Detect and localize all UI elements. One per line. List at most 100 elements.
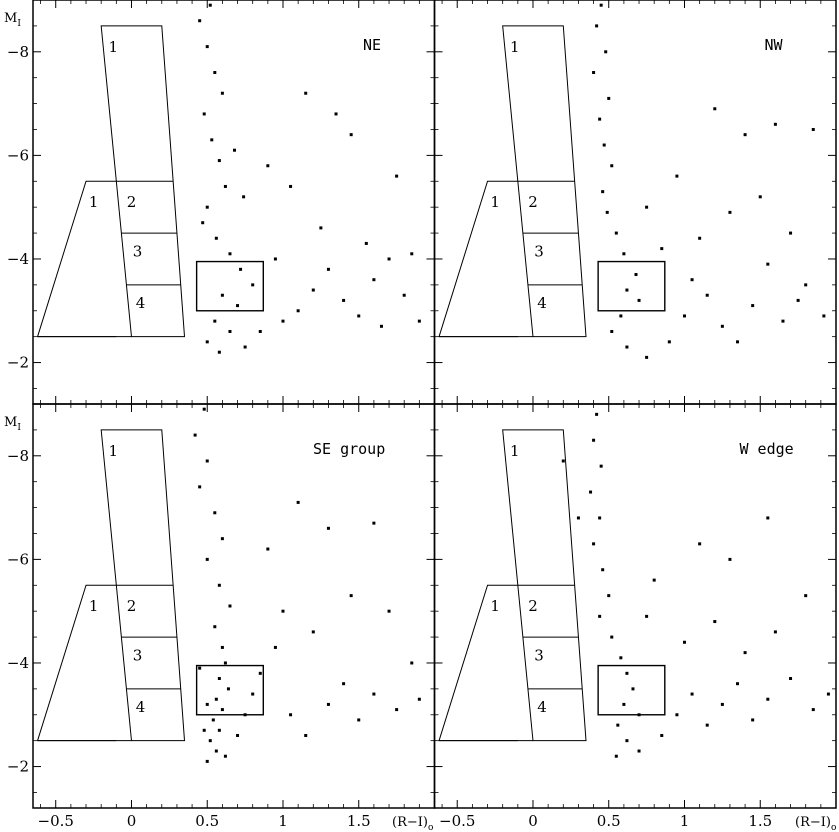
data-point [675, 713, 679, 717]
data-point [592, 542, 596, 546]
data-point [758, 195, 762, 199]
data-point [773, 122, 777, 126]
x-tick-label: 0.5 [195, 812, 219, 830]
data-point [202, 112, 206, 116]
data-point [614, 231, 618, 235]
data-point [251, 283, 255, 287]
data-point [214, 749, 218, 753]
data-point [211, 718, 215, 722]
x-tick-label: 1 [680, 812, 690, 830]
data-point [304, 733, 308, 737]
data-point [705, 293, 709, 297]
data-point [631, 687, 635, 691]
data-point [625, 671, 629, 675]
data-point [728, 557, 732, 561]
data-point [326, 267, 330, 271]
data-point [602, 143, 606, 147]
data-point [410, 661, 414, 665]
region-label-4: 4 [136, 698, 146, 716]
data-point [610, 329, 614, 333]
data-point [811, 708, 815, 712]
data-point [236, 733, 240, 737]
data-point [342, 298, 346, 302]
data-point [682, 640, 686, 644]
data-point [202, 407, 206, 411]
y-tick-label: −4 [7, 654, 29, 672]
region-label-1-left: 1 [490, 193, 500, 211]
region-label-3: 3 [133, 242, 143, 260]
data-point [605, 210, 609, 214]
region-label-1: 1 [510, 38, 520, 56]
data-point [228, 604, 232, 608]
data-point [201, 221, 205, 225]
data-point [198, 19, 202, 23]
x-tick-label: 1 [278, 812, 288, 830]
data-point [610, 635, 614, 639]
x-tick-label: 1.5 [748, 812, 772, 830]
data-point [205, 759, 209, 763]
data-point [233, 148, 237, 152]
data-point [258, 671, 262, 675]
data-point [598, 117, 602, 121]
data-point [223, 184, 227, 188]
x-tick-label: −0.5 [439, 812, 475, 830]
data-point [296, 309, 300, 313]
region-label-3: 3 [534, 646, 544, 664]
data-point [251, 692, 255, 696]
x-tick-label: 1.5 [347, 812, 371, 830]
data-point [720, 702, 724, 706]
data-point [675, 174, 679, 178]
data-point [826, 692, 830, 696]
data-point [223, 754, 227, 758]
region-label-3: 3 [133, 646, 143, 664]
region-label-1-left: 1 [490, 597, 500, 615]
data-point [326, 526, 330, 530]
data-point [645, 614, 649, 618]
data-point [372, 692, 376, 696]
data-point [713, 620, 717, 624]
region-label-2: 2 [528, 193, 538, 211]
data-point [198, 485, 202, 489]
y-tick-label: −6 [7, 146, 29, 164]
data-point [766, 516, 770, 520]
data-point [213, 319, 217, 323]
x-tick-label: 0.5 [597, 812, 621, 830]
region-label-1-left: 1 [89, 193, 99, 211]
data-point [690, 278, 694, 282]
data-point [705, 723, 709, 727]
data-point [607, 96, 611, 100]
data-point [334, 112, 338, 116]
panel-nw: 1 2 3 4 1 NW [434, 0, 836, 404]
region-label-2: 2 [127, 597, 137, 615]
data-point [311, 630, 315, 634]
data-point [637, 749, 641, 753]
data-point [205, 205, 209, 209]
data-point [781, 319, 785, 323]
data-point [281, 319, 285, 323]
y-tick-label: −2 [7, 354, 29, 372]
y-tick-label: −8 [7, 43, 29, 61]
panel-label: SE group [313, 440, 385, 458]
data-point [349, 594, 353, 598]
data-point [220, 293, 224, 297]
data-point [743, 651, 747, 655]
data-point [667, 340, 671, 344]
data-point [736, 682, 740, 686]
data-point [720, 324, 724, 328]
data-point [217, 728, 221, 732]
data-point [289, 713, 293, 717]
data-point [622, 702, 626, 706]
data-point [243, 345, 247, 349]
data-point [372, 521, 376, 525]
data-point [289, 184, 293, 188]
data-point [208, 739, 212, 743]
data-point [213, 511, 217, 515]
data-point [595, 412, 599, 416]
data-point [217, 159, 221, 163]
data-point [357, 314, 361, 318]
data-point [213, 71, 217, 75]
data-point [395, 708, 399, 712]
data-point [205, 459, 209, 463]
y-tick-label: −6 [7, 550, 29, 568]
data-point [217, 350, 221, 354]
